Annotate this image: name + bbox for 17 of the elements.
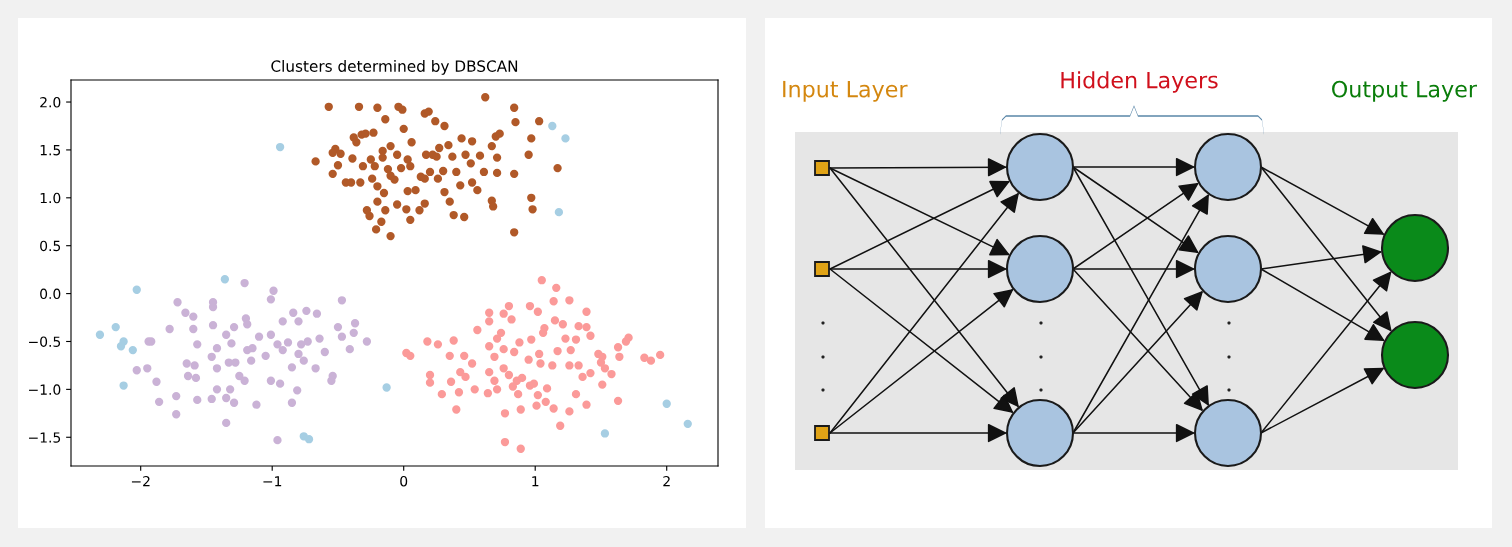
chart-title: Clusters determined by DBSCAN: [271, 60, 518, 75]
text: Input Layer: [783, 80, 908, 102]
y-tick-label: −1.5: [29, 432, 61, 443]
x-tick-label: 2: [663, 475, 670, 487]
x-tick-label: −2: [131, 475, 150, 487]
y-tick-label: 1.5: [40, 145, 61, 156]
x-tick-label: 1: [532, 476, 539, 487]
y-tick-label: 0.0: [40, 288, 61, 300]
x-tick-label: −1: [263, 476, 282, 487]
x-tick-label: 0: [400, 475, 408, 487]
y-tick-label: 2.0: [40, 97, 61, 108]
y-tick-label: 1.0: [40, 192, 61, 204]
text: Output Layer: [1332, 80, 1477, 102]
y-tick-label: −0.5: [29, 336, 61, 347]
y-tick-label: 0.5: [40, 240, 61, 252]
text: Hidden Layers: [1061, 71, 1218, 93]
y-tick-label: −1.0: [29, 384, 61, 395]
